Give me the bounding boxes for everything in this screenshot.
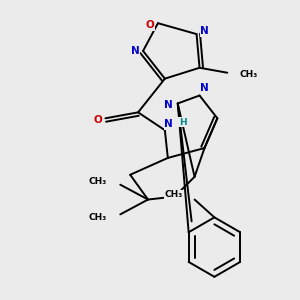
Text: N: N [164,100,173,110]
Text: CH₃: CH₃ [88,213,106,222]
Text: H: H [179,118,187,127]
Text: O: O [93,115,102,125]
Text: N: N [131,46,140,56]
Text: CH₃: CH₃ [88,177,106,186]
Text: N: N [200,26,209,36]
Text: O: O [146,20,154,30]
Text: N: N [200,82,209,93]
Text: N: N [164,119,173,129]
Text: CH₃: CH₃ [164,190,183,199]
Text: CH₃: CH₃ [239,70,257,79]
